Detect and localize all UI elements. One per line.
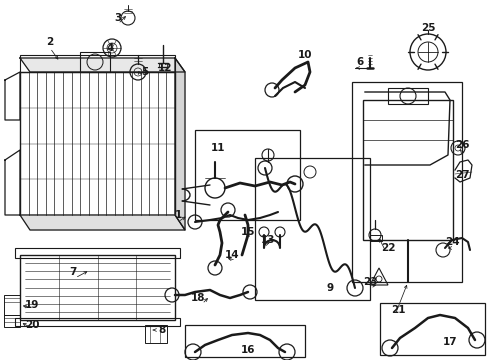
Text: 20: 20 <box>25 320 39 330</box>
Bar <box>195 130 299 220</box>
Text: 21: 21 <box>390 305 405 315</box>
Polygon shape <box>20 215 184 230</box>
Bar <box>15 318 180 326</box>
Text: 2: 2 <box>46 37 54 47</box>
Text: 3: 3 <box>114 13 122 23</box>
Text: 9: 9 <box>326 283 333 293</box>
Text: 7: 7 <box>69 267 77 277</box>
Bar <box>351 82 461 282</box>
Bar <box>184 325 305 357</box>
Bar <box>369 235 381 241</box>
Text: 15: 15 <box>240 227 255 237</box>
Text: 8: 8 <box>158 325 165 335</box>
Polygon shape <box>20 58 184 72</box>
Text: 25: 25 <box>420 23 434 33</box>
Text: 4: 4 <box>106 43 113 53</box>
Text: 17: 17 <box>442 337 456 347</box>
Text: 10: 10 <box>297 50 312 60</box>
Text: 1: 1 <box>174 210 181 220</box>
Text: 26: 26 <box>454 140 468 150</box>
Bar <box>4 295 20 315</box>
Text: 24: 24 <box>444 237 458 247</box>
Text: 27: 27 <box>454 170 468 180</box>
Text: 22: 22 <box>380 243 394 253</box>
Text: 14: 14 <box>224 250 239 260</box>
Bar <box>80 52 110 72</box>
Bar <box>362 100 452 240</box>
Text: 11: 11 <box>210 143 225 153</box>
Text: 5: 5 <box>141 67 148 77</box>
Bar <box>254 158 369 300</box>
Bar <box>159 63 167 67</box>
Text: 18: 18 <box>190 293 205 303</box>
Text: 13: 13 <box>260 235 275 245</box>
Bar <box>20 72 175 215</box>
Bar <box>387 88 427 104</box>
Bar <box>15 248 180 258</box>
Text: 16: 16 <box>240 345 255 355</box>
Bar <box>145 325 167 343</box>
Polygon shape <box>175 58 184 230</box>
Text: 6: 6 <box>356 57 363 67</box>
Text: 12: 12 <box>158 63 172 73</box>
Bar <box>20 255 175 320</box>
Bar <box>20 55 175 72</box>
Bar <box>379 303 484 355</box>
Text: 23: 23 <box>362 277 376 287</box>
Text: 19: 19 <box>25 300 39 310</box>
Bar <box>4 315 20 327</box>
